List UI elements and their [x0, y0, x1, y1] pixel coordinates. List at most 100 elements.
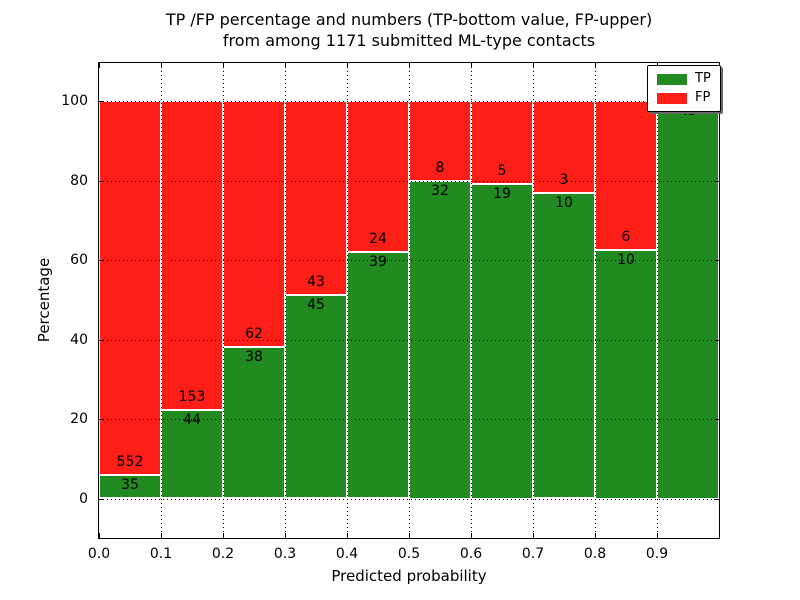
x-tick-mark	[161, 533, 162, 538]
x-tick-label: 0.6	[459, 546, 483, 562]
x-tick-mark	[533, 533, 534, 538]
y-tick-mark	[99, 180, 104, 182]
x-tick-label: 0.4	[335, 546, 359, 562]
y-tick-mark	[99, 419, 104, 420]
chart-title: TP /FP percentage and numbers (TP-bottom…	[98, 9, 720, 51]
x-tick-mark	[161, 63, 162, 68]
tp-count-label: 38	[245, 349, 263, 366]
bar-segment-tp	[471, 183, 533, 499]
x-tick-mark	[471, 63, 472, 68]
bar-segment-tp	[285, 295, 347, 499]
fp-count-label: 24	[369, 231, 387, 248]
y-tick-label: 80	[70, 172, 88, 189]
x-tick-mark	[223, 533, 224, 538]
y-tick-mark	[99, 260, 104, 261]
plot-area: 552351534462384345243983251931061043	[98, 62, 720, 539]
fp-count-label: 62	[245, 326, 263, 343]
bar-segment-tp	[99, 474, 161, 499]
x-tick-label: 0.3	[273, 546, 297, 562]
fp-count-label: 153	[178, 388, 206, 405]
gridline-vertical	[533, 63, 534, 538]
x-tick-mark	[471, 533, 472, 538]
fp-count-label: 5	[497, 162, 507, 179]
x-tick-mark	[409, 63, 410, 68]
chart-title-line2: from among 1171 submitted ML-type contac…	[222, 31, 596, 50]
y-tick-mark	[714, 498, 719, 500]
x-tick-label: 0.7	[521, 546, 545, 562]
gridline-horizontal	[99, 180, 719, 182]
tp-count-label: 32	[431, 182, 449, 199]
x-tick-mark	[223, 63, 224, 68]
y-tick-mark	[99, 498, 104, 500]
x-tick-mark	[533, 63, 534, 68]
gridline-vertical	[471, 63, 472, 538]
y-tick-mark	[99, 101, 104, 102]
bar-segment-tp	[595, 250, 657, 499]
y-tick-mark	[99, 339, 104, 341]
x-tick-label: 0.8	[583, 546, 607, 562]
bar-segment-fp	[161, 101, 223, 410]
y-tick-label: 60	[70, 252, 88, 268]
y-tick-mark	[714, 180, 719, 182]
legend-item-tp: TP	[657, 72, 711, 86]
y-tick-label: 40	[70, 331, 88, 348]
bar-segment-tp	[347, 252, 409, 499]
x-axis-label: Predicted probability	[331, 567, 487, 585]
y-tick-mark	[714, 260, 719, 261]
y-tick-label: 0	[79, 490, 88, 507]
x-tick-mark	[99, 63, 100, 68]
x-tick-label: 0.9	[645, 546, 669, 562]
x-tick-mark	[347, 533, 348, 538]
x-tick-label: 0.0	[87, 546, 111, 562]
gridline-vertical	[409, 63, 410, 538]
fp-count-label: 552	[116, 453, 144, 470]
gridline-horizontal	[99, 339, 719, 341]
x-tick-mark	[347, 63, 348, 68]
bar-segment-fp	[347, 101, 409, 253]
gridline-horizontal	[99, 101, 719, 102]
gridline-vertical	[223, 63, 224, 538]
gridline-vertical	[347, 63, 348, 538]
gridline-horizontal	[99, 419, 719, 420]
x-tick-mark	[595, 63, 596, 68]
legend: TP FP	[647, 65, 721, 112]
tp-count-label: 35	[121, 476, 139, 493]
gridline-vertical	[657, 63, 658, 538]
gridline-vertical	[595, 63, 596, 538]
tp-count-label: 19	[493, 185, 511, 202]
y-axis-label-text: Percentage	[35, 257, 53, 343]
bar-segment-fp	[99, 101, 161, 475]
fp-count-label: 6	[621, 229, 631, 246]
gridline-vertical	[285, 63, 286, 538]
bar-segment-fp	[285, 101, 347, 296]
tp-count-label: 39	[369, 254, 387, 271]
x-tick-mark	[99, 533, 100, 538]
legend-label-fp: FP	[695, 90, 711, 105]
tp-count-label: 10	[617, 252, 635, 269]
y-tick-mark	[714, 339, 719, 341]
x-tick-label: 0.2	[211, 546, 235, 562]
tp-count-label: 45	[307, 297, 325, 314]
bar-segment-fp	[595, 101, 657, 251]
tp-count-label: 44	[183, 411, 201, 428]
fp-swatch-icon	[657, 92, 687, 104]
bar-segment-tp	[223, 347, 285, 499]
x-tick-mark	[285, 533, 286, 538]
y-tick-mark	[714, 419, 719, 420]
y-tick-label: 100	[61, 93, 88, 109]
bar-segment-fp	[223, 101, 285, 348]
fp-count-label: 43	[307, 274, 325, 291]
y-tick-label: 20	[70, 411, 88, 427]
chart-title-line1: TP /FP percentage and numbers (TP-bottom…	[165, 10, 653, 29]
x-tick-mark	[409, 533, 410, 538]
legend-item-fp: FP	[657, 91, 711, 105]
x-tick-label: 0.5	[397, 546, 421, 562]
tp-count-label: 10	[555, 194, 573, 211]
tp-swatch-icon	[657, 73, 687, 85]
gridline-horizontal	[99, 498, 719, 500]
x-tick-mark	[595, 533, 596, 538]
fp-count-label: 3	[559, 171, 569, 188]
bar-segment-tp	[657, 101, 719, 499]
x-tick-mark	[285, 63, 286, 68]
